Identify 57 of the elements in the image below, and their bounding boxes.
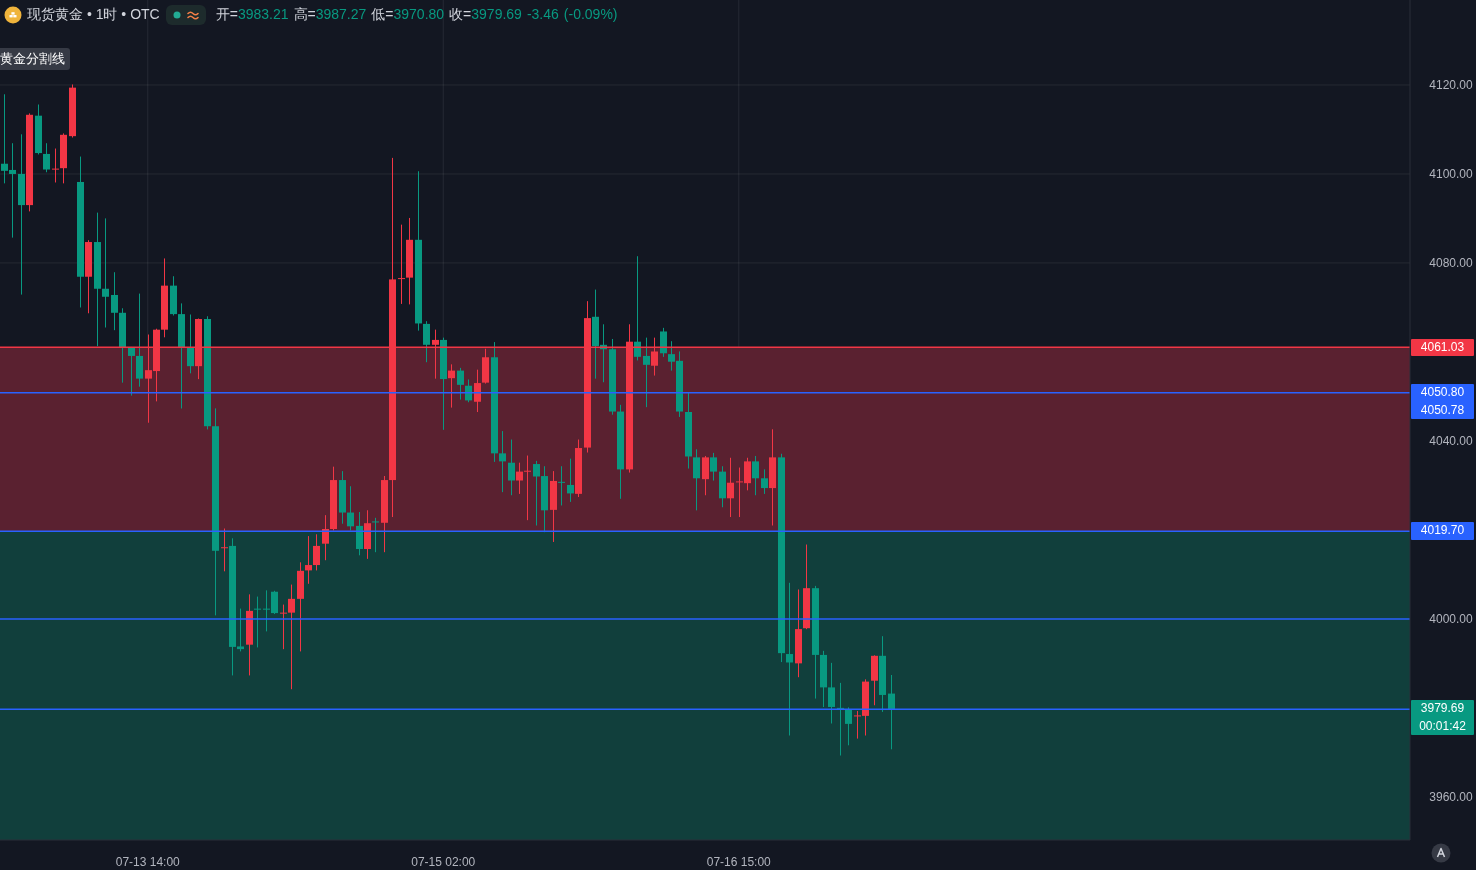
candlestick [845,707,852,746]
text: 现货黄金 • 1时 • OTC [27,6,160,24]
candlestick [448,364,455,408]
y-tick-label: 4120.00 [1429,77,1474,92]
candlestick [356,512,363,556]
candlestick [727,457,734,518]
candlestick [372,517,379,553]
candlestick [187,314,194,374]
candlestick [524,455,531,521]
y-tick-label: 4100.00 [1429,166,1474,181]
candlestick [136,293,143,387]
candlestick [111,272,118,331]
candlestick [786,582,793,736]
candlestick [305,536,312,584]
candlestick [313,534,320,571]
candlestick [52,148,59,183]
candlestick [634,256,641,361]
candlestick [693,449,700,511]
text: 开=3983.21 高=3987.27 低=3970.80 收=3979.69 -3.46 (-0.09%) [215,6,618,22]
candlestick [398,224,405,304]
ref-line-label: 4050.80 [1419,384,1466,402]
ref-line-label: 4061.03 [1411,338,1474,357]
text: 00:01:42 [1418,718,1467,735]
candlestick [43,143,50,173]
annotation: 黄金分割线 [0,48,70,70]
text: 4050.78 [1419,401,1466,419]
candlestick [102,218,109,328]
candlestick [280,604,287,650]
candlestick [567,458,574,502]
candlestick [660,327,667,357]
candlestick [288,584,295,690]
candlestick [761,469,768,494]
candlestick [710,452,717,481]
y-tick-label: 4000.00 [1429,611,1474,626]
candlestick [508,439,515,496]
x-tick-label: 07-15 02:00 [411,855,476,869]
candlestick [558,466,565,506]
candlestick [643,337,650,408]
y-tick-label: 4080.00 [1429,255,1474,270]
ref-line-label: 4019.70 [1411,522,1474,540]
candlestick [457,367,464,400]
candlestick [474,369,481,413]
ref-line-label: 3979.69 [1419,700,1466,718]
candlestick [702,455,709,496]
candlestick [221,528,228,572]
candlestick [499,431,506,493]
candlestick [128,346,135,396]
x-tick-label: 07-13 14:00 [115,855,181,869]
y-tick-label: 4040.00 [1429,433,1474,448]
candlestick [423,321,430,363]
candlestick [828,662,835,724]
candlestick [752,455,759,496]
x-tick-label: 07-16 15:00 [706,855,772,869]
candlestick [516,462,523,494]
candlestick [347,486,354,531]
candlestick [254,596,261,648]
y-tick-label: 3960.00 [1429,789,1474,804]
